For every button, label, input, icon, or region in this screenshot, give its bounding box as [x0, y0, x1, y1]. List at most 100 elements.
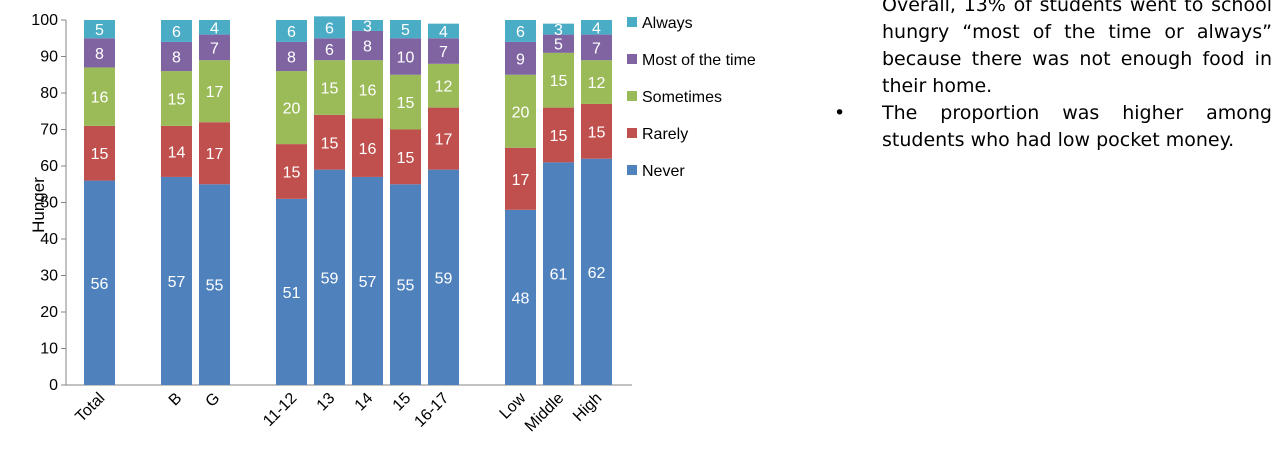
bar-segment-never [161, 176, 192, 385]
bar-value-label: 15 [283, 164, 301, 181]
bar-segment-most-of-the-time [390, 38, 421, 75]
bar-segment-rarely [314, 114, 345, 170]
legend-swatch [627, 165, 637, 175]
bar-value-label: 7 [210, 40, 219, 57]
bar-segment-never [505, 209, 536, 385]
bar-segment-most-of-the-time [161, 41, 192, 72]
bar-segment-always [390, 20, 421, 39]
y-tick-label: 90 [40, 49, 58, 66]
bar-segment-never [543, 162, 574, 385]
bar-segment-most-of-the-time [199, 34, 230, 61]
bar-value-label: 57 [168, 274, 186, 291]
bar-value-label: 55 [397, 278, 415, 295]
bar-value-label: 6 [325, 42, 334, 59]
bar-segment-rarely [505, 147, 536, 210]
legend-swatch [627, 54, 637, 64]
bar-value-label: 48 [512, 290, 530, 307]
x-category-label: High [570, 390, 605, 425]
bar-segment-sometimes [581, 60, 612, 104]
bar-value-label: 55 [206, 278, 224, 295]
bar-value-label: 15 [588, 124, 606, 141]
bar-value-label: 7 [592, 40, 601, 57]
legend: Always Most of the time Sometimes Rarely Nev… [627, 15, 756, 180]
bar-segment-sometimes [276, 71, 307, 145]
bar-value-label: 9 [516, 51, 525, 68]
x-category-label: 14 [352, 390, 377, 415]
bar-value-label: 20 [512, 104, 530, 121]
bar-value-label: 12 [588, 75, 606, 92]
bar-value-label: 8 [172, 50, 181, 67]
bar-segment-rarely [390, 129, 421, 185]
bar-value-label: 6 [172, 24, 181, 41]
bar-segment-most-of-the-time [543, 34, 574, 53]
bar-segment-rarely [276, 144, 307, 199]
y-tick-label: 20 [40, 304, 58, 321]
bar-value-label: 61 [550, 267, 568, 284]
bar-segment-always [428, 23, 459, 39]
bar-segment-rarely [581, 103, 612, 159]
bar-segment-never [199, 184, 230, 385]
bar-segment-sometimes [199, 60, 230, 123]
bar-value-label: 15 [321, 81, 339, 98]
bar-value-label: 16 [91, 90, 109, 107]
bar-value-label: 62 [588, 265, 606, 282]
bar-value-label: 3 [554, 22, 563, 39]
note-text: The proportion was higher among students… [882, 102, 1272, 151]
bar-segment-sometimes [390, 74, 421, 130]
bar-segment-always [314, 16, 345, 39]
bar-segment-sometimes [428, 63, 459, 108]
legend-label: Never [642, 163, 685, 180]
bar-segment-sometimes [352, 60, 383, 119]
bar-value-label: 8 [363, 39, 372, 56]
bar-value-label: 56 [91, 276, 109, 293]
bar-segment-sometimes [314, 60, 345, 115]
y-axis-title: Hunger [29, 177, 48, 233]
legend-label: Sometimes [642, 89, 722, 106]
bar-value-label: 15 [397, 95, 415, 112]
y-tick-label: 100 [31, 12, 58, 29]
bar-value-label: 4 [592, 20, 601, 37]
bar-segment-most-of-the-time [428, 38, 459, 64]
bar-value-label: 5 [401, 22, 410, 39]
x-category-label: Middle [522, 390, 567, 435]
bars: 5615168557141586551717745115208659151566… [84, 16, 612, 385]
y-axis: 0 10 20 30 40 50 60 70 80 90 100 [31, 12, 632, 394]
bar-value-label: 5 [95, 22, 104, 39]
bar-segment-never [428, 169, 459, 385]
bar-segment-always [581, 20, 612, 35]
bar-value-label: 15 [91, 146, 109, 163]
y-tick-label: 30 [40, 268, 58, 285]
bar-value-label: 4 [439, 24, 448, 41]
bar-value-label: 57 [359, 274, 377, 291]
bar-value-label: 15 [321, 135, 339, 152]
bar-value-label: 5 [554, 37, 563, 54]
legend-label: Always [642, 15, 693, 32]
bar-segment-never [84, 180, 115, 385]
bar-value-label: 12 [435, 79, 453, 96]
bar-value-label: 4 [210, 20, 219, 37]
bar-value-label: 16 [359, 141, 377, 158]
bar-segment-always [505, 20, 536, 42]
y-tick-label: 60 [40, 158, 58, 175]
bar-segment-most-of-the-time [84, 38, 115, 68]
x-category-label: 13 [314, 390, 339, 415]
bar-segment-most-of-the-time [276, 41, 307, 72]
y-tick-label: 0 [49, 377, 58, 394]
bar-value-label: 3 [363, 18, 372, 35]
bar-segment-rarely [543, 107, 574, 163]
bar-value-label: 15 [168, 91, 186, 108]
bar-segment-always [84, 20, 115, 39]
x-category-label: 15 [390, 390, 415, 415]
bar-value-label: 59 [435, 270, 453, 287]
bar-segment-most-of-the-time [581, 34, 612, 61]
y-tick-label: 40 [40, 231, 58, 248]
y-tick-label: 80 [40, 85, 58, 102]
bar-segment-never [314, 169, 345, 385]
bar-segment-sometimes [161, 71, 192, 126]
x-category-label: B [166, 390, 186, 410]
bar-value-label: 51 [283, 285, 301, 302]
bar-segment-rarely [84, 125, 115, 181]
bar-value-label: 15 [397, 150, 415, 167]
bar-segment-sometimes [505, 74, 536, 148]
bar-value-label: 15 [550, 128, 568, 145]
